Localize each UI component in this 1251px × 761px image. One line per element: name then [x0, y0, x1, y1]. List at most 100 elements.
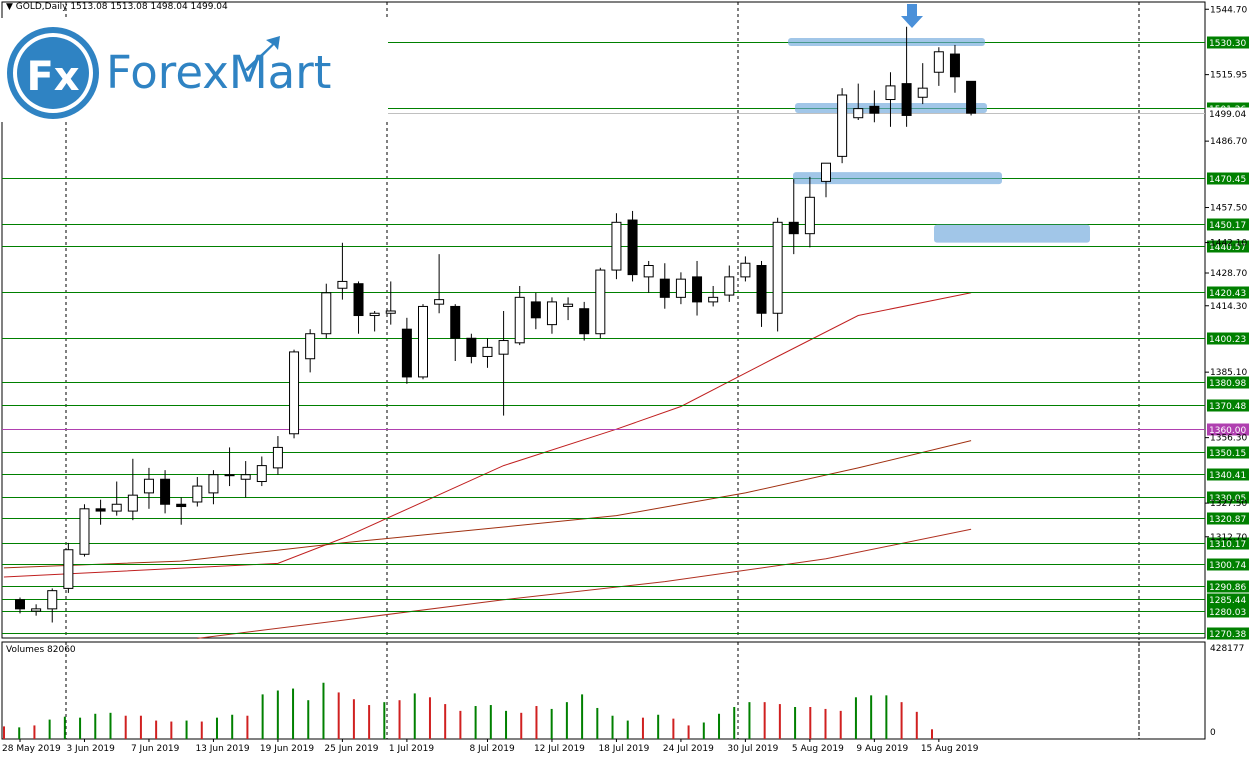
moving-average-line [3, 440, 972, 569]
level-price-label: 1450.17 [1209, 221, 1246, 231]
date-tick-label: 3 Jun 2019 [66, 744, 115, 754]
volume-max-label: 428177 [1210, 644, 1244, 654]
price-tick-label: 1312.70 [1210, 533, 1247, 543]
highlight-zone [788, 38, 985, 46]
moving-average-line [197, 528, 972, 639]
level-price-tag [1207, 423, 1249, 436]
chart-header: ▼ GOLD,Daily 1513.08 1513.08 1498.04 149… [6, 2, 228, 12]
date-tick-label: 25 Jun 2019 [324, 744, 378, 754]
bullish-candle [240, 474, 251, 480]
bearish-candle [756, 265, 767, 314]
volume-pane-frame [1, 641, 1206, 740]
level-price-tag [1207, 399, 1249, 412]
bullish-candle [933, 51, 944, 73]
level-price-label: 1310.17 [1209, 540, 1246, 550]
bullish-candle [546, 301, 557, 326]
bullish-candle [611, 221, 622, 271]
price-tick-label: 1385.10 [1210, 368, 1247, 378]
date-tick-label: 7 Jun 2019 [131, 744, 180, 754]
bullish-candle [853, 108, 864, 119]
bullish-candle [804, 196, 815, 235]
level-price-tag [1207, 627, 1249, 640]
level-price-label: 1470.45 [1209, 175, 1246, 185]
bullish-candle [289, 351, 300, 435]
bullish-candle [643, 265, 654, 278]
price-tick-label: 1356.30 [1210, 434, 1247, 444]
bullish-candle [708, 296, 719, 303]
level-price-tag [1207, 491, 1249, 504]
level-price-tag [1207, 36, 1249, 49]
level-price-label: 1280.03 [1209, 608, 1246, 618]
volume-indicator-label: Volumes 82060 [6, 645, 76, 655]
forexmart-logo: Fx ForexMart [0, 18, 388, 122]
bullish-candle [79, 508, 90, 555]
bullish-candle [724, 276, 735, 296]
bullish-candle [595, 269, 606, 335]
level-price-tag [1207, 376, 1249, 389]
bearish-candle [949, 53, 960, 78]
rising-arrow-icon [244, 36, 280, 71]
bullish-candle [514, 296, 525, 344]
bullish-candle [208, 474, 219, 494]
bullish-candle [272, 446, 283, 469]
level-price-tag [1207, 240, 1249, 253]
price-tick-label: 1442.10 [1210, 239, 1247, 249]
bearish-candle [869, 105, 880, 114]
bullish-candle [143, 478, 154, 494]
bullish-candle [224, 474, 235, 477]
level-price-tag [1207, 468, 1249, 481]
bearish-candle [160, 478, 171, 505]
bearish-candle [579, 308, 590, 335]
level-price-label: 1420.43 [1209, 289, 1246, 299]
bullish-candle [675, 278, 686, 298]
bullish-candle [917, 87, 928, 98]
logo-mark-text: Fx [26, 54, 79, 100]
price-tick-label: 1515.95 [1210, 71, 1247, 81]
volume-zero-label: 0 [1210, 728, 1216, 738]
bullish-candle [498, 340, 509, 355]
bearish-candle [627, 219, 638, 276]
level-price-tag [1207, 605, 1249, 618]
level-price-label: 1330.05 [1209, 494, 1246, 504]
collapse-triangle-icon[interactable]: ▼ [6, 2, 13, 12]
level-price-tag [1207, 172, 1249, 185]
price-tick-label: 1414.30 [1210, 302, 1247, 312]
level-price-label: 1440.57 [1209, 243, 1246, 253]
date-tick-label: 12 Jul 2019 [534, 744, 585, 754]
level-price-tag [1207, 332, 1249, 345]
bullish-candle [885, 85, 896, 101]
level-price-label: 1530.30 [1209, 39, 1246, 49]
ohlc-values: 1513.08 1513.08 1498.04 1499.04 [70, 2, 228, 12]
bullish-candle [369, 312, 380, 317]
price-tick-label: 1428.70 [1210, 269, 1247, 279]
date-tick-label: 1 Jul 2019 [389, 744, 434, 754]
bearish-candle [450, 305, 461, 339]
symbol-label: GOLD,Daily [15, 2, 68, 12]
level-price-label: 1320.87 [1209, 515, 1246, 525]
level-price-tag [1207, 580, 1249, 593]
bearish-candle [966, 80, 977, 114]
bullish-candle [305, 333, 316, 360]
date-tick-label: 30 Jul 2019 [727, 744, 778, 754]
bearish-candle [95, 508, 106, 512]
bearish-candle [353, 283, 364, 317]
price-tick-label: 1544.70 [1210, 5, 1247, 15]
bullish-candle [127, 494, 138, 512]
date-tick-label: 9 Aug 2019 [856, 744, 908, 754]
level-price-label: 1340.41 [1209, 471, 1246, 481]
bullish-candle [385, 310, 396, 314]
bearish-candle [466, 337, 477, 357]
level-price-label: 1360.00 [1209, 426, 1246, 436]
date-tick-label: 19 Jun 2019 [260, 744, 314, 754]
bearish-candle [659, 278, 670, 298]
bullish-candle [337, 280, 348, 289]
bullish-candle [192, 485, 203, 503]
bullish-candle [47, 590, 58, 610]
bearish-candle [901, 83, 912, 116]
date-tick-label: 8 Jul 2019 [469, 744, 514, 754]
level-price-label: 1270.38 [1209, 630, 1246, 640]
date-tick-label: 15 Aug 2019 [921, 744, 979, 754]
bullish-candle [482, 346, 493, 357]
date-tick-label: 18 Jul 2019 [598, 744, 649, 754]
current-price-label: 1499.04 [1209, 110, 1246, 120]
